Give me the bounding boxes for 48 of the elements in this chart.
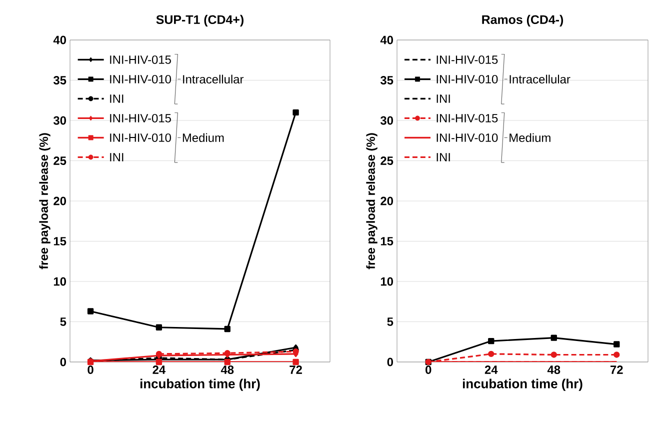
x-tick-label: 72 bbox=[290, 366, 302, 374]
y-tick-label: 0 bbox=[60, 358, 66, 366]
legend-label: INI-HIV-010 bbox=[436, 133, 498, 142]
x-tick-label: 48 bbox=[547, 366, 560, 374]
y-axis-title: free payload release (%) bbox=[39, 133, 50, 270]
legend-label: INI-HIV-010 bbox=[436, 74, 498, 84]
x-axis-title: incubation time (hr) bbox=[462, 378, 582, 391]
y-tick-label: 30 bbox=[53, 116, 66, 125]
x-tick-label: 0 bbox=[88, 366, 94, 374]
x-tick-label: 24 bbox=[484, 366, 498, 374]
y-tick-label: 10 bbox=[54, 277, 66, 286]
y-tick-label: 40 bbox=[380, 36, 393, 44]
annotation: Medium bbox=[182, 133, 224, 142]
y-tick-label: 40 bbox=[53, 36, 66, 44]
y-tick-label: 25 bbox=[54, 156, 66, 165]
legend-label: INI-HIV-015 bbox=[436, 114, 498, 122]
x-tick-label: 48 bbox=[220, 366, 234, 374]
annotation: Intracellular bbox=[183, 74, 244, 84]
y-tick-label: 5 bbox=[60, 318, 66, 326]
legend-label: INI-HIV-015 bbox=[436, 55, 498, 64]
y-tick-label: 5 bbox=[387, 318, 394, 326]
x-tick-label: 24 bbox=[152, 366, 166, 374]
legend-label: INI bbox=[110, 153, 124, 162]
annotation: Intracellular bbox=[510, 74, 570, 84]
legend-label: INI bbox=[436, 94, 450, 103]
legend-label: INI-HIV-015 bbox=[110, 114, 171, 122]
y-tick-label: 20 bbox=[54, 196, 66, 206]
y-tick-label: 35 bbox=[53, 76, 66, 84]
x-axis-title: incubation time (hr) bbox=[140, 378, 260, 391]
y-tick-label: 25 bbox=[380, 156, 394, 165]
y-tick-label: 0 bbox=[387, 358, 393, 366]
x-tick-label: 72 bbox=[610, 366, 623, 374]
y-tick-label: 15 bbox=[54, 237, 66, 246]
y-tick-label: 30 bbox=[380, 116, 393, 125]
y-tick-label: 20 bbox=[380, 196, 393, 206]
y-tick-label: 10 bbox=[380, 277, 393, 286]
legend-label: INI-HIV-010 bbox=[110, 133, 171, 142]
y-axis-title: free payload release (%) bbox=[366, 133, 378, 270]
legend-label: INI-HIV-015 bbox=[110, 55, 171, 64]
legend-label: INI bbox=[110, 94, 124, 103]
chart-title: Ramos (CD4-) bbox=[482, 14, 564, 26]
x-tick-label: 0 bbox=[426, 366, 432, 374]
legend-label: INI bbox=[436, 153, 450, 162]
y-tick-label: 15 bbox=[380, 237, 394, 246]
annotation: Medium bbox=[510, 133, 550, 142]
legend-label: INI-HIV-010 bbox=[110, 74, 171, 84]
chart-title: SUP-T1 (CD4+) bbox=[156, 14, 244, 26]
y-tick-label: 35 bbox=[380, 76, 394, 84]
